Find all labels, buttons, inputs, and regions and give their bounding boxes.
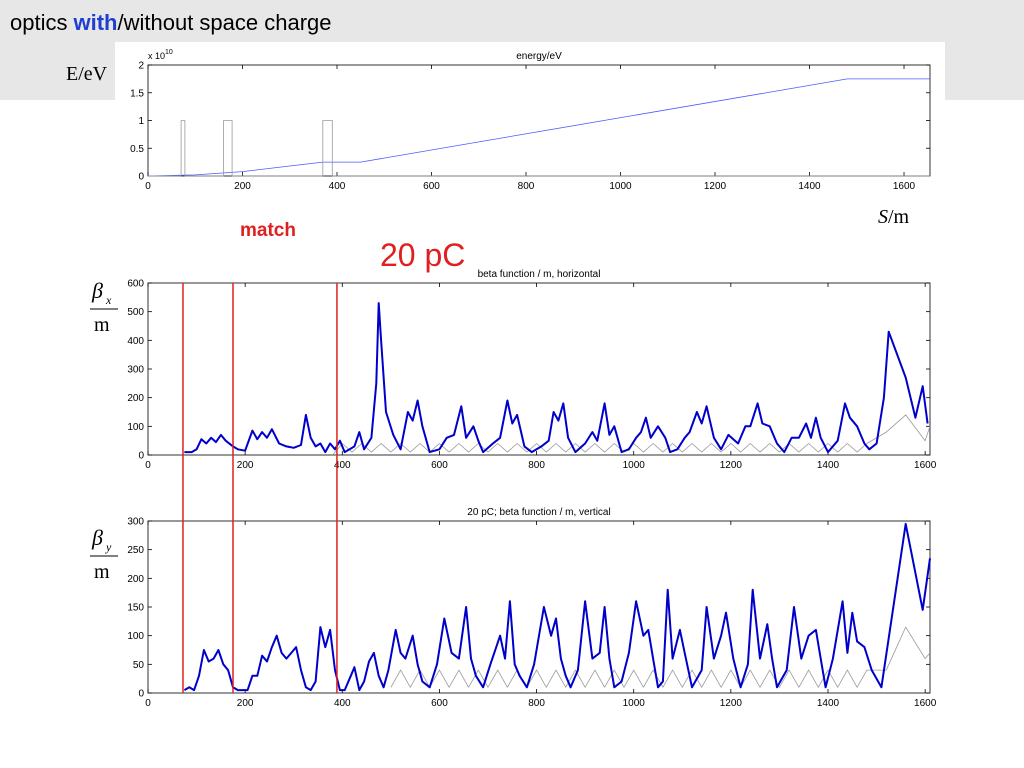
y-tick-label: 500	[127, 307, 144, 318]
plot-area	[147, 520, 931, 694]
x-tick-label: 200	[237, 460, 254, 471]
x-tick-label: 400	[329, 181, 346, 192]
s-unit: /m	[888, 206, 910, 228]
x-tick-label: 0	[145, 460, 151, 471]
x-tick-label: 1200	[704, 181, 727, 192]
beta-y-label: β y m	[90, 525, 118, 583]
y-tick-label: 100	[127, 422, 144, 433]
x-tick-label: 800	[528, 698, 545, 709]
y-tick-label: 1	[138, 116, 144, 127]
y-tick-label: 0	[138, 172, 144, 183]
y-multiplier: x 1010	[148, 49, 173, 61]
x-tick-label: 200	[234, 181, 251, 192]
y-tick-label: 2	[138, 61, 144, 72]
y-tick-label: 300	[127, 517, 144, 528]
x-tick-label: 1600	[914, 698, 937, 709]
y-tick-label: 150	[127, 603, 144, 614]
x-tick-label: 1000	[623, 460, 646, 471]
x-tick-label: 600	[431, 460, 448, 471]
slide-title: optics with/without space charge	[10, 10, 332, 35]
y-tick-label: 0.5	[130, 144, 144, 155]
y-tick-label: 50	[133, 660, 145, 671]
x-tick-label: 0	[145, 181, 151, 192]
y-tick-label: 0	[138, 451, 144, 462]
y-tick-label: 100	[127, 631, 144, 642]
x-tick-label: 400	[334, 698, 351, 709]
plot-area	[147, 282, 931, 456]
title-emphasis: with	[72, 10, 117, 35]
multiplier-base: x 10	[148, 51, 165, 61]
x-tick-label: 600	[431, 698, 448, 709]
plot-area	[147, 64, 931, 177]
charge-label: 20 pC	[380, 237, 465, 273]
x-tick-label: 600	[423, 181, 440, 192]
x-tick-label: 800	[528, 460, 545, 471]
multiplier-exponent: 10	[165, 49, 173, 56]
x-tick-label: 1600	[914, 460, 937, 471]
series-line	[183, 522, 931, 692]
beta-subscript: y	[105, 540, 112, 554]
x-tick-label: 800	[518, 181, 535, 192]
chart-title: beta function / m, horizontal	[478, 269, 601, 280]
x-tick-label: 1200	[720, 698, 743, 709]
x-tick-label: 0	[145, 698, 151, 709]
beta-x-label: β x m	[90, 278, 118, 336]
y-tick-label: 1.5	[130, 88, 144, 99]
x-tick-label: 1400	[798, 181, 821, 192]
x-tick-label: 1200	[720, 460, 743, 471]
x-tick-label: 1400	[817, 460, 840, 471]
title-part: /without space charge	[117, 10, 331, 35]
match-label: match	[240, 220, 296, 241]
beta-unit: m	[94, 561, 110, 583]
y-tick-label: 300	[127, 365, 144, 376]
x-tick-label: 1400	[817, 698, 840, 709]
energy-axis-label: E/eV	[66, 63, 108, 85]
series-line	[148, 120, 930, 177]
beta-symbol: β	[91, 525, 103, 550]
series-line	[332, 414, 931, 456]
y-tick-label: 250	[127, 545, 144, 556]
beta-unit: m	[94, 314, 110, 336]
x-tick-label: 1000	[609, 181, 632, 192]
s-axis-label: S/m	[878, 206, 910, 228]
beta-symbol: β	[91, 278, 103, 303]
chart-title: energy/eV	[516, 51, 562, 62]
y-tick-label: 600	[127, 279, 144, 290]
series-line	[147, 78, 930, 177]
series-line	[184, 302, 929, 454]
y-tick-label: 400	[127, 336, 144, 347]
s-symbol: S	[878, 206, 888, 228]
beta-subscript: x	[105, 293, 112, 307]
chart-title: 20 pC; beta function / m, vertical	[467, 507, 610, 518]
y-tick-label: 200	[127, 393, 144, 404]
x-tick-label: 400	[334, 460, 351, 471]
y-tick-label: 200	[127, 574, 144, 585]
series-line	[390, 626, 931, 688]
x-tick-label: 1000	[623, 698, 646, 709]
x-tick-label: 1600	[893, 181, 916, 192]
x-tick-label: 200	[237, 698, 254, 709]
y-tick-label: 0	[138, 689, 144, 700]
title-part: optics	[10, 10, 67, 35]
